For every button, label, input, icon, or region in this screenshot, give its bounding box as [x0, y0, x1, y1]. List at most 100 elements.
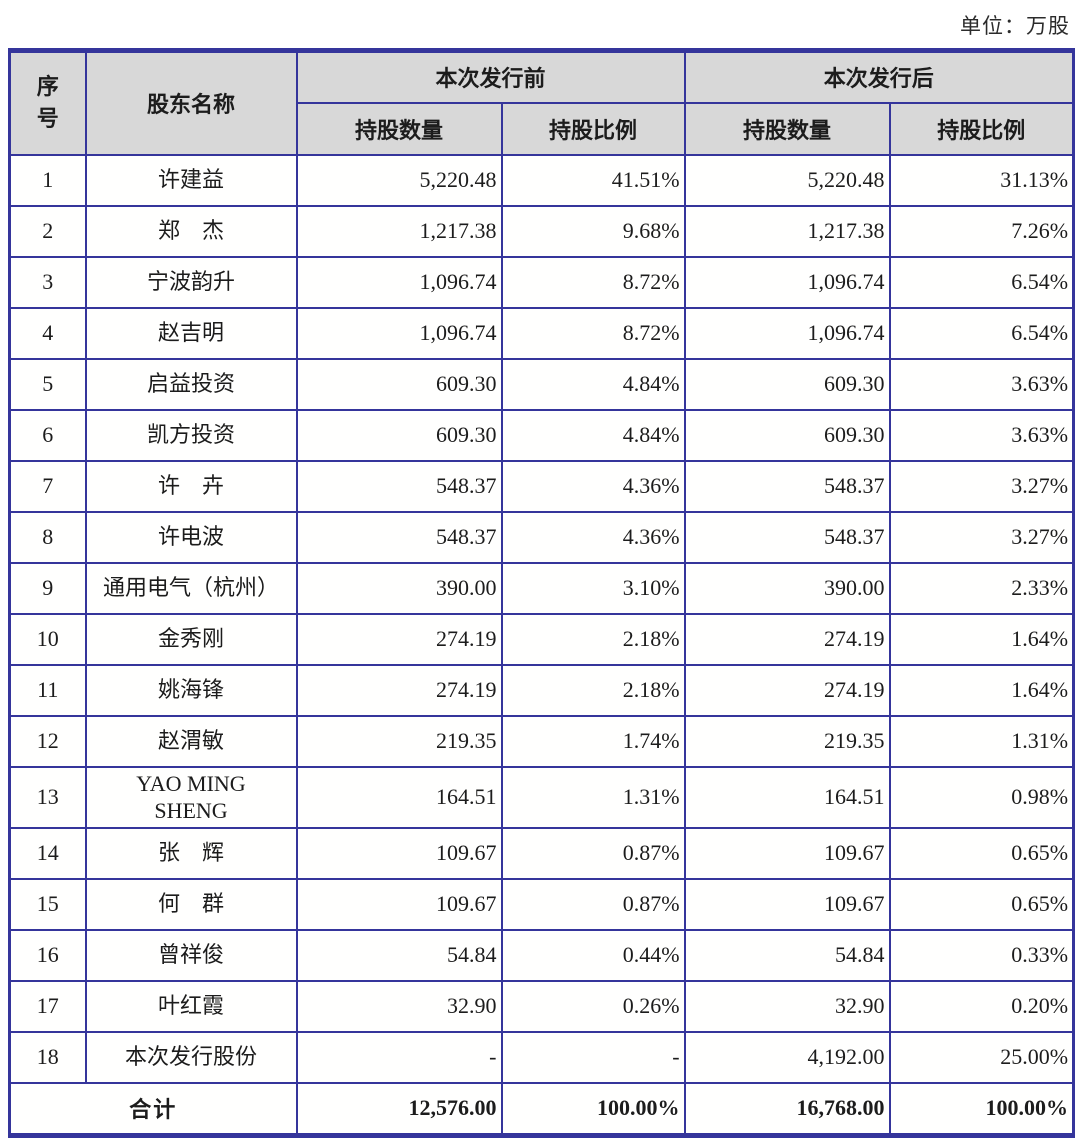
seq-cell: 5: [8, 357, 87, 411]
pre-pct-cell: 0.87%: [500, 877, 686, 931]
table-row: 10 金秀刚 274.19 2.18% 274.19 1.64%: [8, 612, 1075, 666]
header-pre-qty: 持股数量: [295, 101, 503, 156]
header-pre-group: 本次发行前: [295, 49, 686, 104]
seq-cell: 7: [8, 459, 87, 513]
shareholder-cell: 郑 杰: [84, 204, 298, 258]
pre-qty-cell: 5,220.48: [295, 153, 503, 207]
seq-cell: 4: [8, 306, 87, 360]
post-qty-cell: 5,220.48: [683, 153, 891, 207]
post-pct-cell: 2.33%: [888, 561, 1075, 615]
pre-pct-cell: 1.31%: [500, 765, 686, 829]
post-pct-cell: 0.20%: [888, 979, 1075, 1033]
shareholder-cell: 赵渭敏: [84, 714, 298, 768]
shareholder-cell: 张 辉: [84, 826, 298, 880]
post-qty-cell: 1,217.38: [683, 204, 891, 258]
header-row-subcolumns: 持股数量 持股比例 持股数量 持股比例: [10, 101, 1075, 156]
post-pct-cell: 3.63%: [888, 357, 1075, 411]
post-qty-cell: 219.35: [683, 714, 891, 768]
post-pct-cell: 1.31%: [888, 714, 1075, 768]
table-row: 6 凯方投资 609.30 4.84% 609.30 3.63%: [8, 408, 1075, 462]
shareholder-cell: 凯方投资: [84, 408, 298, 462]
seq-cell: 12: [8, 714, 87, 768]
seq-cell: 9: [8, 561, 87, 615]
total-post-pct-cell: 100.00%: [888, 1081, 1075, 1137]
header-post-group: 本次发行后: [683, 49, 1075, 104]
shareholder-cell: 曾祥俊: [84, 928, 298, 982]
pre-pct-cell: 8.72%: [500, 306, 686, 360]
pre-pct-cell: 2.18%: [500, 612, 686, 666]
header-seq-label: 序号: [36, 74, 59, 132]
total-post-qty-cell: 16,768.00: [683, 1081, 891, 1137]
shareholder-cell: 许建益: [84, 153, 298, 207]
header-post-pct: 持股比例: [888, 101, 1075, 156]
shareholding-table: 序号 股东名称 本次发行前 本次发行后 持股数量 持股比例 持股数量 持股比例 …: [8, 48, 1076, 1138]
post-pct-cell: 31.13%: [888, 153, 1075, 207]
pre-pct-cell: 4.84%: [500, 408, 686, 462]
total-label-cell: 合计: [8, 1081, 298, 1137]
header-shareholder: 股东名称: [84, 49, 298, 156]
post-qty-cell: 1,096.74: [683, 306, 891, 360]
post-qty-cell: 609.30: [683, 357, 891, 411]
table-row: 15 何 群 109.67 0.87% 109.67 0.65%: [8, 877, 1075, 931]
shareholder-cell: 许电波: [84, 510, 298, 564]
shareholder-cell: 姚海锋: [84, 663, 298, 717]
post-pct-cell: 3.27%: [888, 459, 1075, 513]
seq-cell: 11: [8, 663, 87, 717]
post-qty-cell: 274.19: [683, 612, 891, 666]
post-pct-cell: 0.65%: [888, 877, 1075, 931]
table-body: 1 许建益 5,220.48 41.51% 5,220.48 31.13% 2 郑 杰 1,21…: [8, 153, 1075, 1084]
total-row: 合计 12,576.00 100.00% 16,768.00 100.00%: [8, 1081, 1075, 1137]
post-qty-cell: 548.37: [683, 459, 891, 513]
seq-cell: 8: [8, 510, 87, 564]
post-pct-cell: 1.64%: [888, 663, 1075, 717]
post-qty-cell: 1,096.74: [683, 255, 891, 309]
post-pct-cell: 6.54%: [888, 306, 1075, 360]
pre-qty-cell: 390.00: [295, 561, 503, 615]
shareholder-cell: 宁波韵升: [84, 255, 298, 309]
seq-cell: 16: [8, 928, 87, 982]
post-qty-cell: 109.67: [683, 826, 891, 880]
table-row: 13 YAO MING SHENG 164.51 1.31% 164.51 0.98%: [8, 765, 1075, 829]
pre-qty-cell: -: [295, 1030, 503, 1084]
pre-pct-cell: 4.84%: [500, 357, 686, 411]
table-row: 14 张 辉 109.67 0.87% 109.67 0.65%: [8, 826, 1075, 880]
pre-pct-cell: 8.72%: [500, 255, 686, 309]
post-pct-cell: 0.98%: [888, 765, 1075, 829]
post-pct-cell: 3.63%: [888, 408, 1075, 462]
pre-qty-cell: 1,096.74: [295, 255, 503, 309]
post-qty-cell: 390.00: [683, 561, 891, 615]
pre-pct-cell: 3.10%: [500, 561, 686, 615]
table-row: 9 通用电气（杭州） 390.00 3.10% 390.00 2.33%: [8, 561, 1075, 615]
pre-pct-cell: 1.74%: [500, 714, 686, 768]
post-pct-cell: 3.27%: [888, 510, 1075, 564]
pre-qty-cell: 54.84: [295, 928, 503, 982]
shareholder-cell: 叶红霞: [84, 979, 298, 1033]
post-qty-cell: 32.90: [683, 979, 891, 1033]
pre-pct-cell: 0.26%: [500, 979, 686, 1033]
shareholder-cell: 赵吉明: [84, 306, 298, 360]
unit-label: 单位：万股: [960, 14, 1070, 38]
shareholder-cell: 金秀刚: [84, 612, 298, 666]
pre-qty-cell: 548.37: [295, 459, 503, 513]
shareholder-cell: 通用电气（杭州）: [84, 561, 298, 615]
pre-pct-cell: 4.36%: [500, 459, 686, 513]
shareholder-cell: 本次发行股份: [84, 1030, 298, 1084]
total-pre-qty-cell: 12,576.00: [295, 1081, 503, 1137]
seq-cell: 6: [8, 408, 87, 462]
seq-cell: 3: [8, 255, 87, 309]
table-footer: 合计 12,576.00 100.00% 16,768.00 100.00%: [8, 1081, 1075, 1137]
header-post-qty: 持股数量: [683, 101, 891, 156]
post-qty-cell: 109.67: [683, 877, 891, 931]
post-pct-cell: 0.65%: [888, 826, 1075, 880]
post-qty-cell: 274.19: [683, 663, 891, 717]
total-pre-pct-cell: 100.00%: [500, 1081, 686, 1137]
header-seq: 序号: [8, 49, 87, 156]
seq-cell: 14: [8, 826, 87, 880]
shareholder-cell: 何 群: [84, 877, 298, 931]
seq-cell: 1: [8, 153, 87, 207]
pre-qty-cell: 219.35: [295, 714, 503, 768]
table-row: 3 宁波韵升 1,096.74 8.72% 1,096.74 6.54%: [8, 255, 1075, 309]
